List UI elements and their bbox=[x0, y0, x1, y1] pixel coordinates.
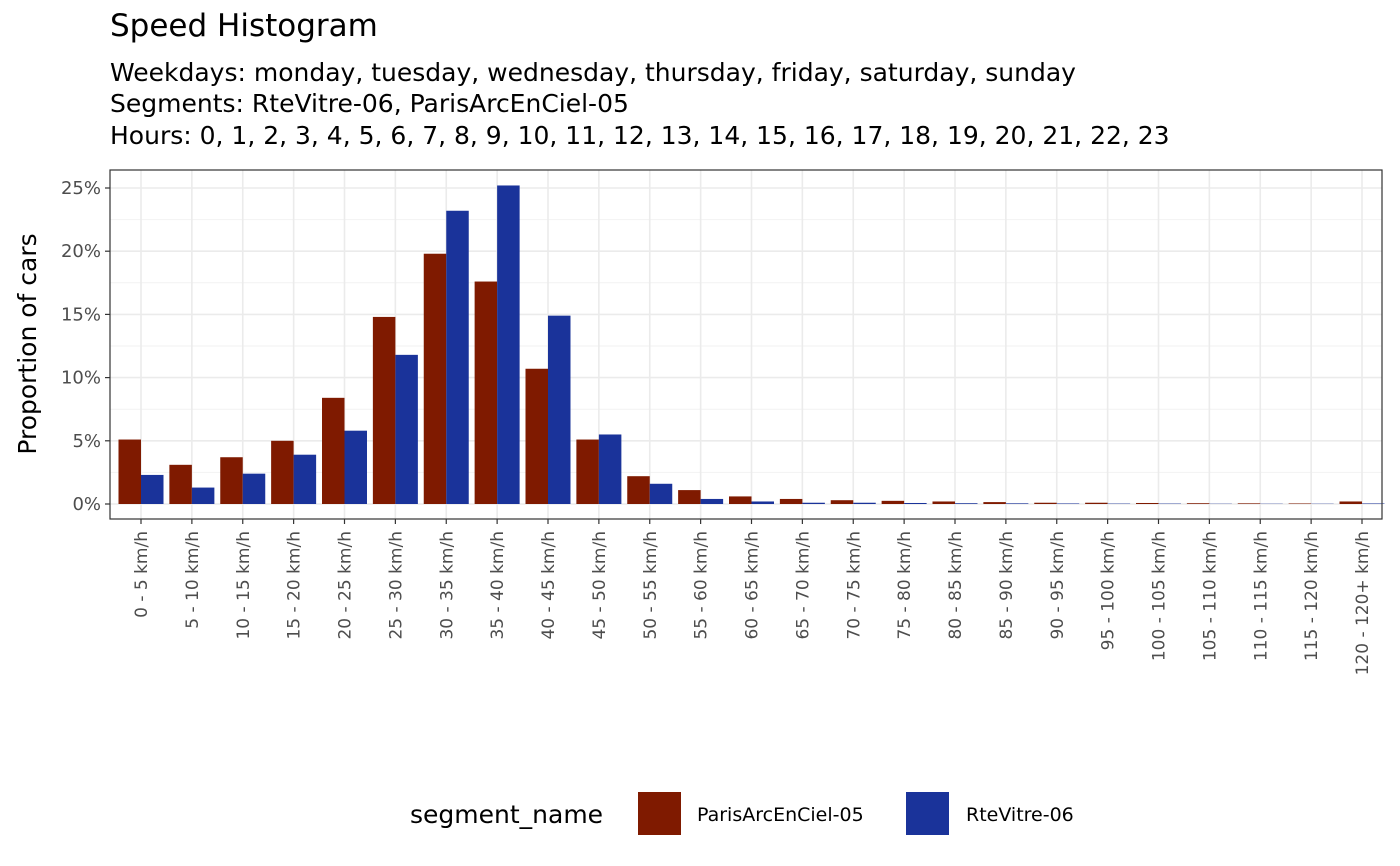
bar-ParisArcEnCiel-05-16 bbox=[932, 501, 955, 504]
bar-ParisArcEnCiel-05-17 bbox=[983, 502, 1006, 504]
x-tick-label: 20 - 25 km/h bbox=[336, 531, 356, 640]
y-axis-title: Proportion of cars bbox=[13, 233, 42, 454]
legend-label-ParisArcEnCiel-05: ParisArcEnCiel-05 bbox=[697, 804, 864, 826]
bar-RteVitre-06-3 bbox=[293, 454, 317, 504]
x-tick-label: 0 - 5 km/h bbox=[132, 531, 152, 618]
legend-label-RteVitre-06: RteVitre-06 bbox=[966, 804, 1074, 826]
bar-ParisArcEnCiel-05-14 bbox=[830, 500, 854, 504]
bar-RteVitre-06-2 bbox=[242, 473, 266, 504]
x-tick-label: 85 - 90 km/h bbox=[997, 531, 1017, 640]
x-tick-label: 45 - 50 km/h bbox=[590, 531, 610, 640]
x-tick-label: 95 - 100 km/h bbox=[1099, 531, 1119, 650]
bar-ParisArcEnCiel-05-6 bbox=[423, 253, 447, 504]
bar-RteVitre-06-1 bbox=[191, 487, 215, 504]
x-tick-label: 65 - 70 km/h bbox=[793, 531, 813, 640]
bar-ParisArcEnCiel-05-2 bbox=[220, 457, 243, 504]
subtitle-segments: Segments: RteVitre-06, ParisArcEnCiel-05 bbox=[110, 89, 629, 118]
bar-ParisArcEnCiel-05-11 bbox=[678, 490, 701, 504]
legend-key-RteVitre-06 bbox=[906, 792, 949, 835]
bar-RteVitre-06-13 bbox=[802, 502, 825, 504]
bar-ParisArcEnCiel-05-1 bbox=[169, 464, 192, 504]
x-tick-label: 30 - 35 km/h bbox=[437, 531, 457, 640]
subtitle-weekdays: Weekdays: monday, tuesday, wednesday, th… bbox=[110, 58, 1076, 87]
bar-ParisArcEnCiel-05-3 bbox=[271, 440, 294, 504]
bar-RteVitre-06-6 bbox=[446, 210, 469, 504]
x-tick-label: 70 - 75 km/h bbox=[844, 531, 864, 640]
subtitle-hours: Hours: 0, 1, 2, 3, 4, 5, 6, 7, 8, 9, 10,… bbox=[110, 121, 1170, 150]
bar-ParisArcEnCiel-05-9 bbox=[576, 439, 599, 504]
x-tick-label: 105 - 110 km/h bbox=[1200, 531, 1220, 661]
bar-ParisArcEnCiel-05-4 bbox=[322, 397, 345, 504]
bar-ParisArcEnCiel-05-12 bbox=[729, 496, 752, 504]
y-tick-label: 15% bbox=[61, 304, 101, 325]
bar-ParisArcEnCiel-05-15 bbox=[881, 500, 905, 504]
bar-RteVitre-06-10 bbox=[649, 483, 673, 504]
x-tick-label: 90 - 95 km/h bbox=[1048, 531, 1068, 640]
bar-marks bbox=[118, 185, 1385, 505]
bar-RteVitre-06-8 bbox=[548, 315, 571, 504]
x-tick-label: 120 - 120+ km/h bbox=[1353, 531, 1373, 675]
bar-RteVitre-06-14 bbox=[853, 502, 876, 504]
x-tick-label: 10 - 15 km/h bbox=[234, 531, 254, 640]
bar-RteVitre-06-12 bbox=[751, 501, 774, 504]
bar-ParisArcEnCiel-05-20 bbox=[1136, 502, 1159, 504]
bar-ParisArcEnCiel-05-22 bbox=[1237, 503, 1261, 504]
bar-ParisArcEnCiel-05-23 bbox=[1288, 503, 1312, 504]
bar-RteVitre-06-16 bbox=[955, 503, 978, 504]
x-tick-label: 75 - 80 km/h bbox=[895, 531, 915, 640]
bar-ParisArcEnCiel-05-13 bbox=[779, 498, 803, 504]
bar-RteVitre-06-7 bbox=[497, 185, 520, 505]
bar-ParisArcEnCiel-05-0 bbox=[118, 439, 141, 504]
bar-ParisArcEnCiel-05-5 bbox=[372, 316, 396, 504]
x-tick-label: 35 - 40 km/h bbox=[488, 531, 508, 640]
legend: segment_name ParisArcEnCiel-05 RteVitre-0… bbox=[410, 792, 1074, 835]
x-tick-label: 5 - 10 km/h bbox=[183, 531, 203, 629]
y-tick-label: 25% bbox=[61, 178, 101, 199]
x-tick-label: 110 - 115 km/h bbox=[1251, 531, 1271, 661]
bar-RteVitre-06-11 bbox=[700, 498, 724, 504]
bar-ParisArcEnCiel-05-10 bbox=[627, 476, 650, 504]
x-tick-label: 15 - 20 km/h bbox=[285, 531, 305, 640]
grid-lines bbox=[110, 170, 1382, 519]
bar-RteVitre-06-17 bbox=[1005, 503, 1029, 504]
x-axis: 0 - 5 km/h 5 - 10 km/h 10 - 15 km/h 15 - 20… bbox=[132, 519, 1373, 675]
x-tick-label: 100 - 105 km/h bbox=[1150, 531, 1170, 661]
bar-ParisArcEnCiel-05-7 bbox=[474, 281, 498, 504]
x-tick-label: 60 - 65 km/h bbox=[743, 531, 763, 640]
legend-title: segment_name bbox=[410, 800, 603, 829]
bar-RteVitre-06-18 bbox=[1056, 503, 1080, 504]
x-tick-label: 50 - 55 km/h bbox=[641, 531, 661, 640]
bar-ParisArcEnCiel-05-8 bbox=[525, 368, 548, 504]
x-tick-label: 55 - 60 km/h bbox=[692, 531, 712, 640]
bar-ParisArcEnCiel-05-21 bbox=[1186, 503, 1210, 504]
bar-ParisArcEnCiel-05-18 bbox=[1034, 502, 1057, 504]
bar-ParisArcEnCiel-05-19 bbox=[1085, 502, 1108, 504]
bar-RteVitre-06-9 bbox=[598, 434, 622, 504]
bar-RteVitre-06-15 bbox=[904, 502, 927, 504]
bar-RteVitre-06-4 bbox=[344, 430, 367, 504]
y-axis: 0% 5% 10% 15% 20% 25% bbox=[61, 178, 110, 515]
chart-title: Speed Histogram bbox=[110, 8, 378, 44]
x-tick-label: 80 - 85 km/h bbox=[946, 531, 966, 640]
bar-RteVitre-06-0 bbox=[141, 474, 164, 504]
bar-ParisArcEnCiel-05-24 bbox=[1339, 501, 1362, 504]
y-tick-label: 5% bbox=[72, 431, 101, 452]
bar-RteVitre-06-24 bbox=[1362, 503, 1385, 504]
x-tick-label: 115 - 120 km/h bbox=[1302, 531, 1322, 661]
legend-key-ParisArcEnCiel-05 bbox=[638, 792, 681, 835]
bar-RteVitre-06-5 bbox=[395, 354, 418, 504]
y-tick-label: 20% bbox=[61, 241, 101, 262]
x-tick-label: 25 - 30 km/h bbox=[386, 531, 406, 640]
x-tick-label: 40 - 45 km/h bbox=[539, 531, 559, 640]
y-tick-label: 10% bbox=[61, 368, 101, 389]
plot-border bbox=[109, 169, 1383, 520]
y-tick-label: 0% bbox=[72, 494, 101, 515]
